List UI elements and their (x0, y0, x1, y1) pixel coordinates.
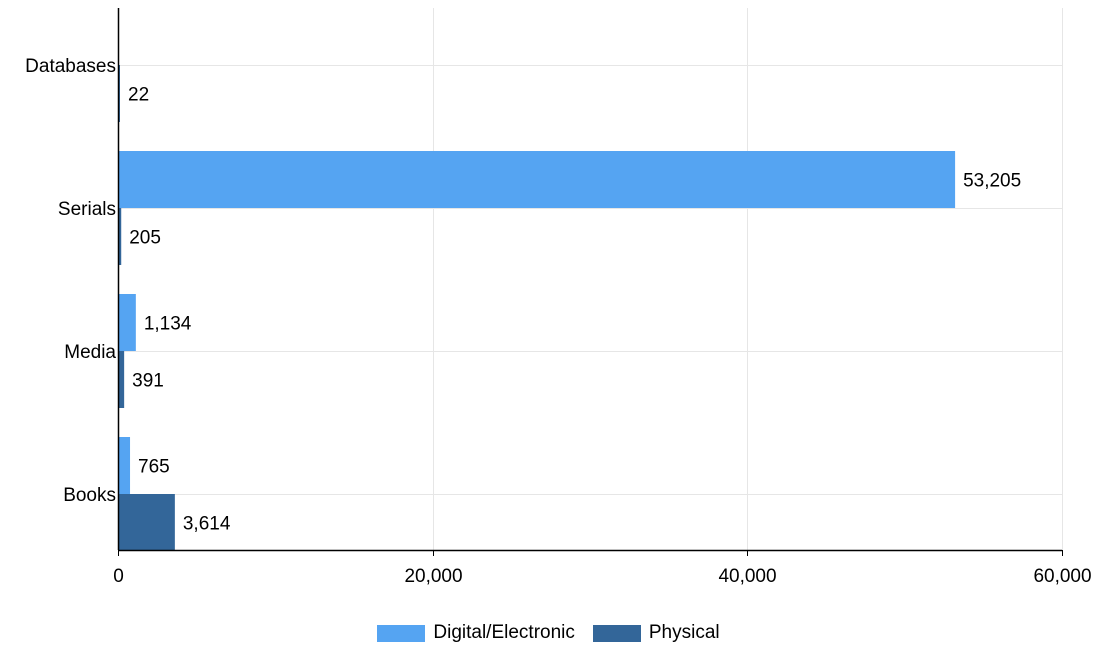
legend-item-physical: Physical (592, 622, 720, 644)
legend: Digital/Electronic Physical (0, 622, 1097, 644)
data-label-physical-serials: 205 (129, 228, 161, 249)
data-label-physical-databases: 22 (128, 85, 149, 106)
category-label-serials: Serials (58, 199, 116, 220)
category-label-books: Books (63, 485, 116, 506)
data-label-digital-books: 765 (138, 457, 170, 478)
data-label-digital-serials: 53,205 (963, 171, 1021, 192)
legend-item-digital: Digital/Electronic (377, 622, 575, 644)
legend-label-physical: Physical (648, 622, 720, 643)
bar-physical-books (118, 494, 175, 551)
legend-swatch-physical (592, 624, 641, 642)
x-tick-label: 40,000 (718, 566, 776, 587)
bar-physical-media (118, 351, 125, 408)
data-label-physical-media: 391 (132, 371, 164, 392)
data-label-physical-books: 3,614 (183, 514, 231, 535)
x-tick-label: 0 (113, 566, 124, 587)
bar-digital-serials (118, 151, 956, 208)
bar-digital-media (118, 294, 136, 351)
legend-swatch-digital (377, 624, 426, 642)
x-tick-label: 20,000 (404, 566, 462, 587)
category-label-media: Media (64, 342, 116, 363)
bar-chart: 22 Databases 53,205 205 Serials 1,134 391 Media… (25, 8, 1092, 587)
x-tick-label: 60,000 (1033, 566, 1091, 587)
bar-physical-serials (118, 208, 122, 265)
category-label-databases: Databases (25, 56, 116, 77)
bar-digital-books (118, 437, 131, 494)
legend-label-digital: Digital/Electronic (433, 622, 575, 643)
data-label-digital-media: 1,134 (144, 314, 192, 335)
